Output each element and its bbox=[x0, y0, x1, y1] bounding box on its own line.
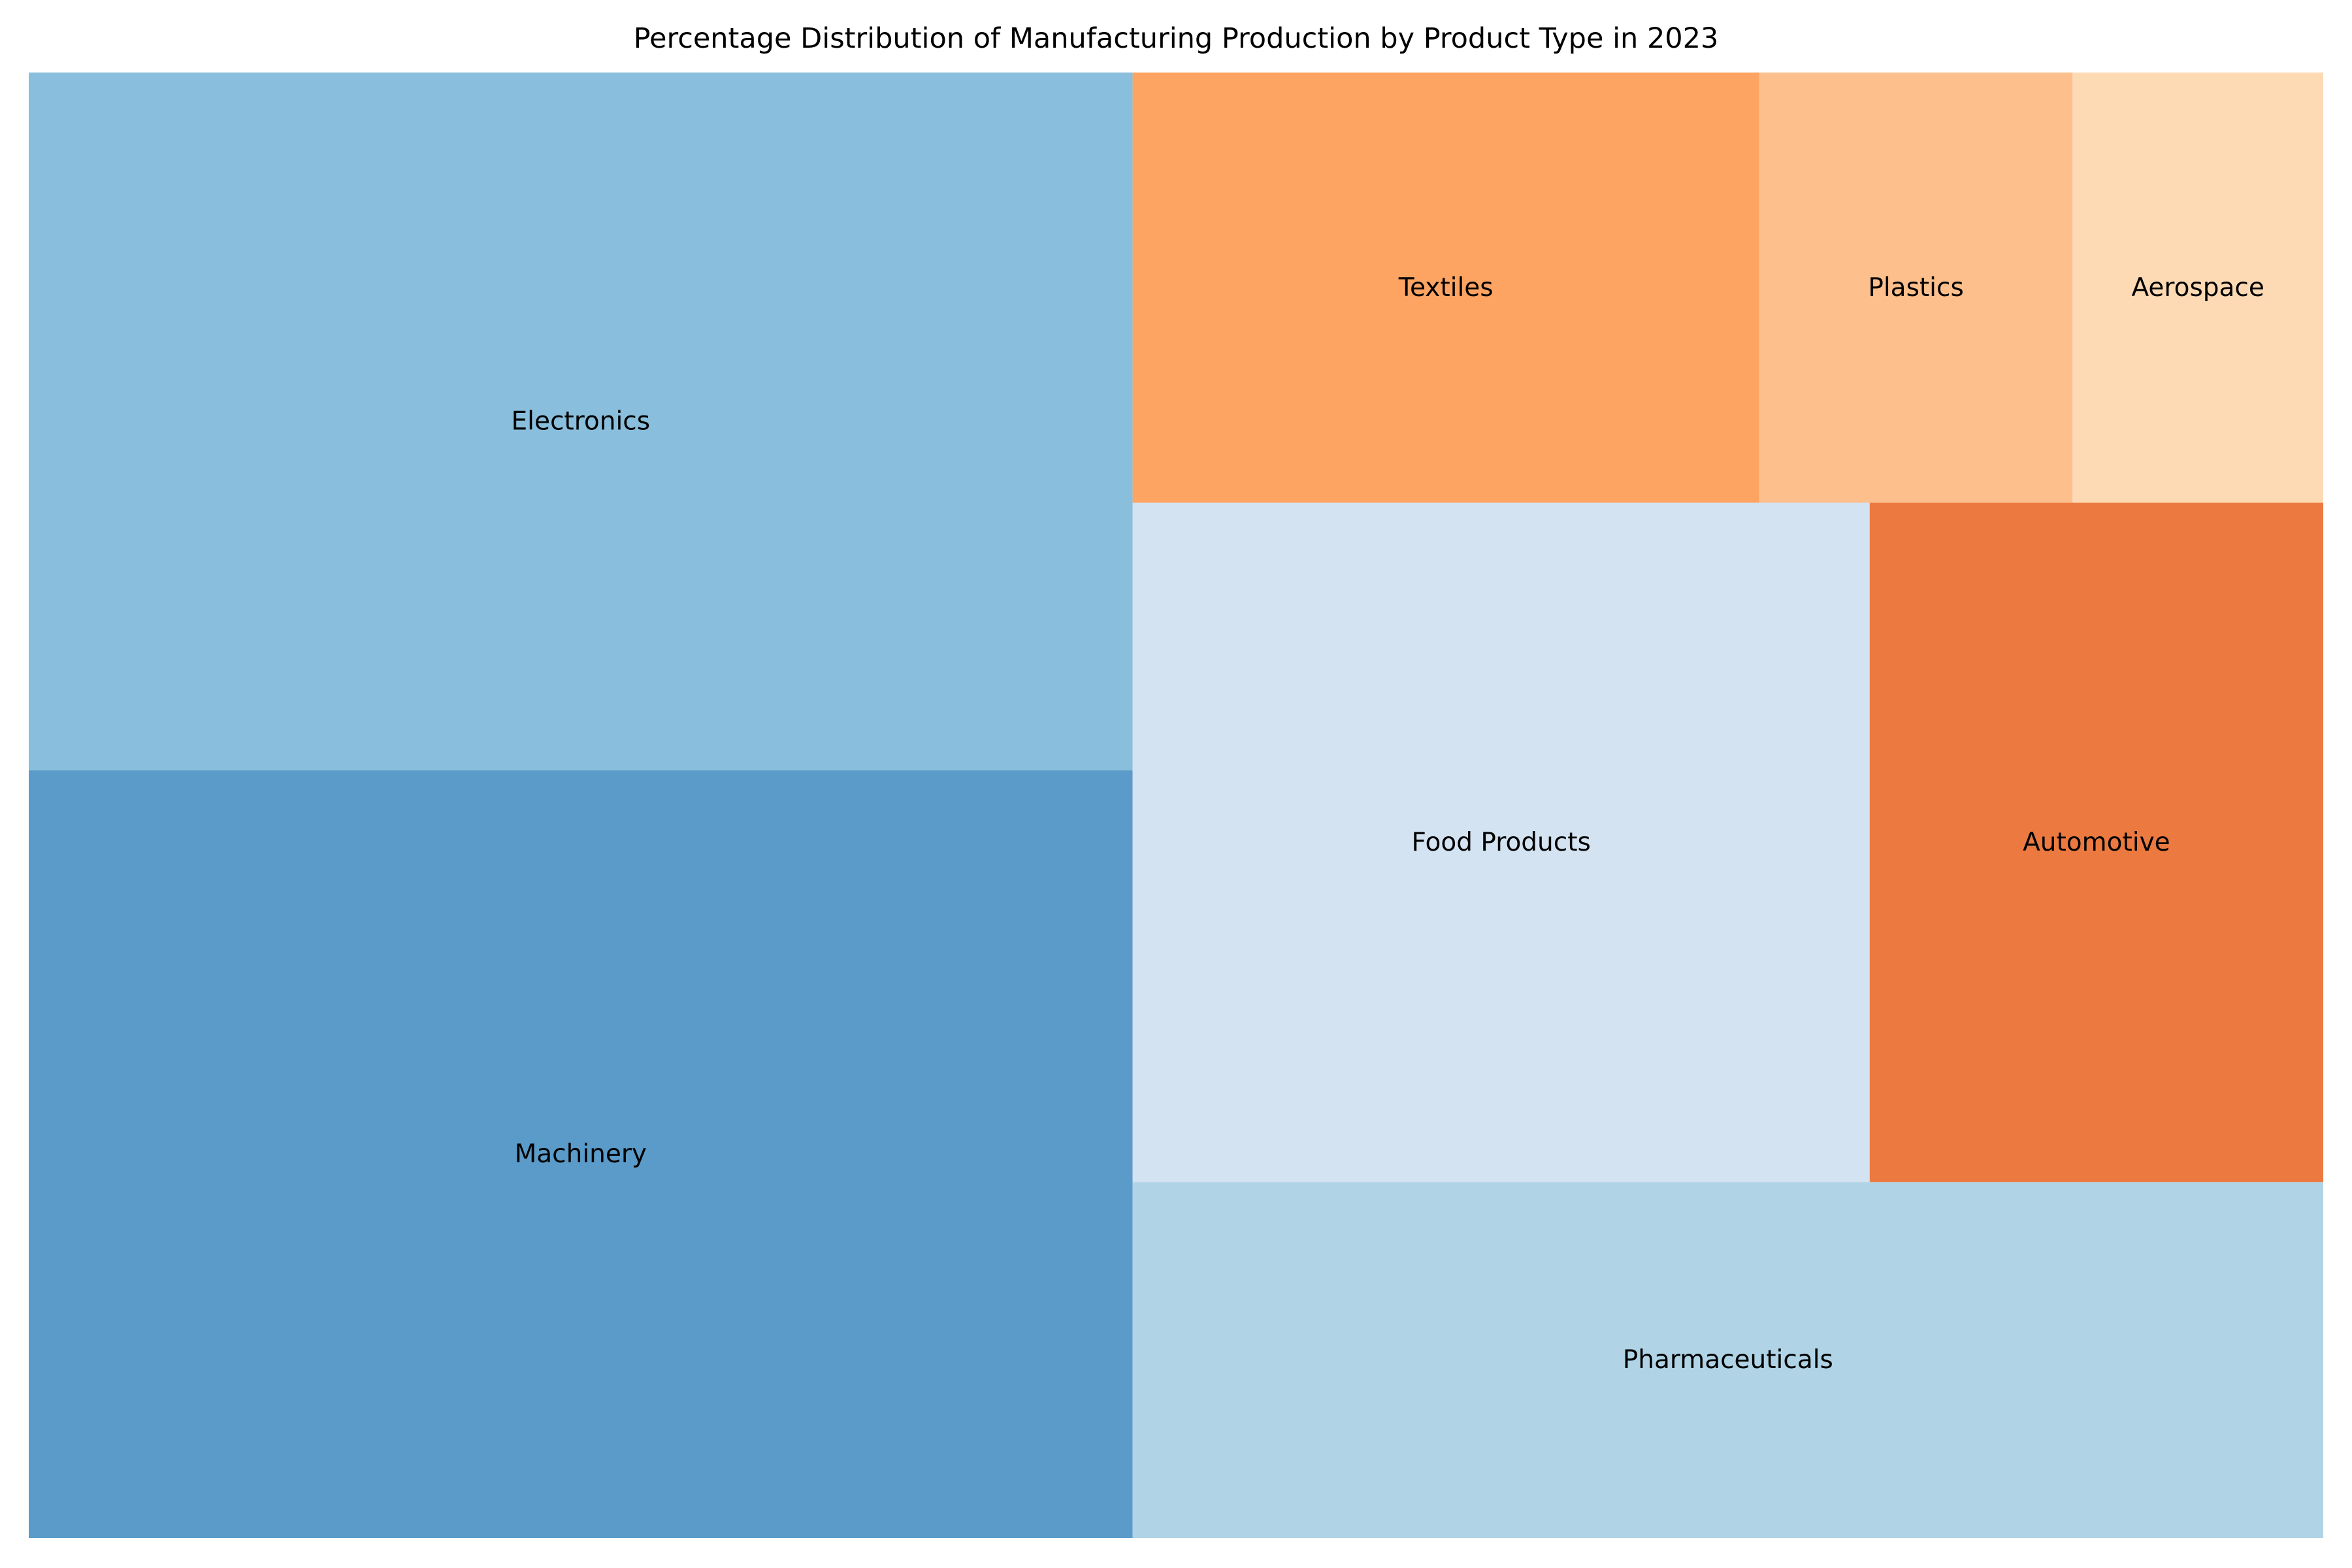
treemap-label-automotive: Automotive bbox=[2023, 828, 2170, 857]
treemap-label-plastics: Plastics bbox=[1868, 273, 1963, 302]
treemap-cell-pharmaceuticals bbox=[1132, 1182, 2323, 1538]
treemap-cell-aerospace bbox=[2072, 73, 2323, 503]
treemap-cell-plastics bbox=[1759, 73, 2073, 503]
treemap-label-aerospace: Aerospace bbox=[2131, 273, 2264, 302]
treemap-label-textiles: Textiles bbox=[1398, 273, 1494, 302]
treemap-cell-textiles bbox=[1132, 73, 1759, 503]
treemap-label-machinery: Machinery bbox=[515, 1139, 647, 1169]
treemap-label-electronics: Electronics bbox=[512, 407, 651, 436]
treemap-cell-automotive bbox=[1869, 502, 2323, 1183]
treemap-cell-electronics bbox=[29, 73, 1133, 771]
treemap-cells bbox=[29, 73, 2323, 1538]
treemap-cell-food-products bbox=[1132, 502, 1870, 1183]
chart-title: Percentage Distribution of Manufacturing… bbox=[633, 22, 1719, 55]
treemap-cell-machinery bbox=[29, 770, 1133, 1538]
treemap-labels: Electronics Machinery Textiles Plastics Aero… bbox=[512, 273, 2264, 1375]
treemap-label-pharmaceuticals: Pharmaceuticals bbox=[1623, 1345, 1833, 1375]
treemap-label-food-products: Food Products bbox=[1412, 828, 1591, 857]
